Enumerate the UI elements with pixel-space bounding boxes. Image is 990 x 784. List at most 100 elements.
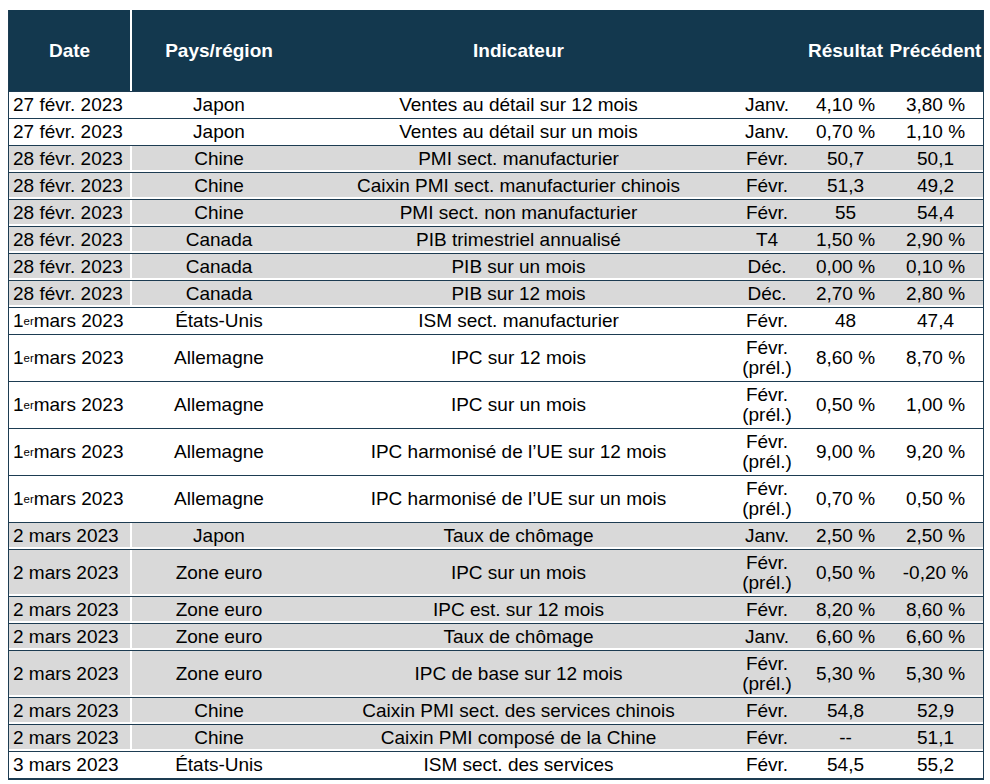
cell-result: 1,50 % [803,227,888,253]
date-text-rest: mars 2023 [34,348,124,368]
cell-previous: 55,2 [888,752,983,778]
table-row: 28 févr. 2023 Canada PIB sur un mois Déc… [9,253,983,280]
cell-previous: 49,2 [888,173,983,199]
cell-result: 9,00 % [803,429,888,475]
cell-region: Allemagne [132,382,306,428]
table-row: 1er mars 2023 Allemagne IPC harmonisé de… [9,475,983,522]
cell-indicator: IPC sur 12 mois [306,335,731,381]
cell-region: Canada [132,227,306,253]
date-text: 28 févr. 2023 [13,203,123,223]
cell-date: 2 mars 2023 [9,651,132,697]
date-text: 2 mars 2023 [13,627,119,647]
cell-period: Déc. [731,254,803,280]
cell-previous: 0,10 % [888,254,983,280]
cell-result: 0,70 % [803,119,888,145]
cell-region: Chine [132,200,306,226]
cell-result: 2,70 % [803,281,888,307]
cell-result: 8,20 % [803,597,888,623]
header-cell-region: Pays/région [132,10,306,91]
cell-indicator: IPC sur un mois [306,382,731,428]
date-text-rest: mars 2023 [34,311,124,331]
date-text: 2 mars 2023 [13,526,119,546]
table-row: 2 mars 2023 Chine Caixin PMI sect. des s… [9,697,983,724]
cell-period: Févr. [731,173,803,199]
header-cell-result: Résultat [803,10,888,91]
cell-date: 2 mars 2023 [9,624,132,650]
cell-region: Japon [132,119,306,145]
table-row: 2 mars 2023 Zone euro IPC sur un mois Fé… [9,549,983,596]
cell-result: 0,50 % [803,550,888,596]
cell-region: Chine [132,146,306,172]
cell-period: T4 [731,227,803,253]
cell-region: Japon [132,523,306,549]
cell-result: 0,50 % [803,382,888,428]
cell-period: Févr. [731,752,803,778]
cell-result: 51,3 [803,173,888,199]
cell-previous: 8,60 % [888,597,983,623]
cell-region: Allemagne [132,476,306,522]
cell-region: Zone euro [132,550,306,596]
cell-result: 0,70 % [803,476,888,522]
cell-period: Févr. [731,698,803,724]
table-row: 2 mars 2023 Zone euro IPC de base sur 12… [9,650,983,697]
cell-indicator: IPC est. sur 12 mois [306,597,731,623]
cell-region: Zone euro [132,624,306,650]
table-row: 2 mars 2023 Chine Caixin PMI composé de … [9,724,983,751]
cell-previous: -0,20 % [888,550,983,596]
cell-date: 1er mars 2023 [9,476,132,522]
cell-date: 2 mars 2023 [9,523,132,549]
cell-period: Déc. [731,281,803,307]
cell-region: Allemagne [132,335,306,381]
cell-date: 2 mars 2023 [9,597,132,623]
cell-period: Févr. [731,725,803,751]
cell-previous: 2,80 % [888,281,983,307]
header-cell-previous: Précédent [888,10,983,91]
cell-date: 1er mars 2023 [9,382,132,428]
cell-previous: 3,80 % [888,92,983,118]
table-row: 28 févr. 2023 Canada PIB sur 12 mois Déc… [9,280,983,307]
cell-previous: 8,70 % [888,335,983,381]
cell-result: 50,7 [803,146,888,172]
cell-date: 27 févr. 2023 [9,92,132,118]
cell-date: 2 mars 2023 [9,725,132,751]
cell-period: Févr. (prél.) [731,335,803,381]
cell-indicator: IPC harmonisé de l’UE sur 12 mois [306,429,731,475]
header-cell-period [731,10,803,91]
cell-previous: 9,20 % [888,429,983,475]
cell-region: Chine [132,725,306,751]
date-text: 1 [13,489,24,509]
cell-indicator: Ventes au détail sur un mois [306,119,731,145]
date-text: 3 mars 2023 [13,755,119,775]
date-text: 1 [13,311,24,331]
cell-indicator: IPC harmonisé de l’UE sur un mois [306,476,731,522]
cell-previous: 1,10 % [888,119,983,145]
date-text: 28 févr. 2023 [13,284,123,304]
cell-indicator: PMI sect. non manufacturier [306,200,731,226]
date-text: 28 févr. 2023 [13,176,123,196]
economic-indicators-table: Date Pays/région Indicateur Résultat Pré… [8,10,984,780]
cell-indicator: PIB trimestriel annualisé [306,227,731,253]
cell-indicator: IPC de base sur 12 mois [306,651,731,697]
cell-previous: 51,1 [888,725,983,751]
table-row: 1er mars 2023 Allemagne IPC sur 12 mois … [9,334,983,381]
cell-region: Zone euro [132,651,306,697]
table-row: 1er mars 2023 Allemagne IPC harmonisé de… [9,428,983,475]
cell-previous: 5,30 % [888,651,983,697]
table-row: 2 mars 2023 Japon Taux de chômage Janv. … [9,522,983,549]
cell-date: 28 févr. 2023 [9,227,132,253]
date-text: 2 mars 2023 [13,600,119,620]
cell-previous: 2,90 % [888,227,983,253]
cell-result: 54,8 [803,698,888,724]
cell-period: Févr. (prél.) [731,550,803,596]
cell-date: 28 févr. 2023 [9,254,132,280]
cell-result: 0,00 % [803,254,888,280]
cell-region: Chine [132,173,306,199]
cell-indicator: IPC sur un mois [306,550,731,596]
cell-region: Japon [132,92,306,118]
cell-period: Févr. [731,200,803,226]
cell-previous: 52,9 [888,698,983,724]
header-cell-date: Date [9,10,132,91]
cell-period: Févr. [731,146,803,172]
table-row: 1er mars 2023 Allemagne IPC sur un mois … [9,381,983,428]
table-row: 27 févr. 2023 Japon Ventes au détail sur… [9,118,983,145]
